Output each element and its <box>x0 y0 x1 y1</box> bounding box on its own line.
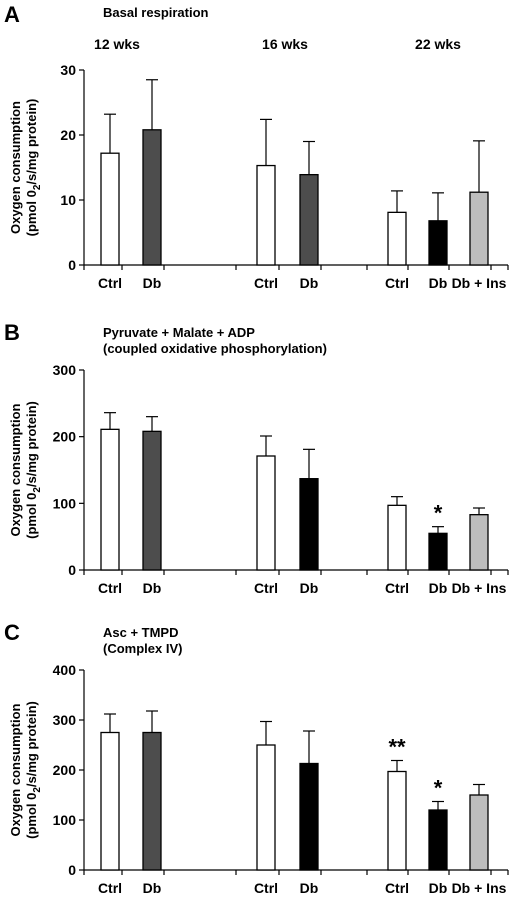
y-tick-label: 200 <box>53 429 77 445</box>
x-category-label: Db <box>429 880 448 896</box>
y-axis-label-line2: (pmol 0 <box>24 190 39 236</box>
y-tick-label: 300 <box>53 362 77 378</box>
x-category-label: Ctrl <box>385 275 409 291</box>
bar <box>100 428 120 571</box>
y-tick-label: 30 <box>60 62 76 78</box>
panel-a: A Basal respiration 12 wks 16 wks 22 wks Oxyg… <box>4 2 509 291</box>
panel-title: Basal respiration <box>103 5 209 20</box>
y-axis-label-line2-end: /s/mg protein) <box>24 401 39 487</box>
y-axis-label-line2-end: /s/mg protein) <box>24 99 39 185</box>
y-axis-label: Oxygen consumption(pmol 02/s/mg protein) <box>8 701 43 839</box>
group-label: 16 wks <box>262 36 308 52</box>
x-category-label: Ctrl <box>254 880 278 896</box>
bar <box>142 129 162 266</box>
bar <box>469 514 489 571</box>
bar <box>299 173 319 266</box>
y-tick-label: 200 <box>53 762 77 778</box>
panel-c: C Asc + TMPD(Complex IV) Oxygen consumptio… <box>4 620 509 896</box>
bar <box>256 164 276 266</box>
x-category-label: Ctrl <box>98 880 122 896</box>
y-tick-label: 10 <box>60 192 76 208</box>
bar <box>469 191 489 266</box>
panel-title: Asc + TMPD <box>103 625 179 640</box>
x-category-label: Db <box>300 880 319 896</box>
bar <box>100 731 120 871</box>
panel-subtitle: (Complex IV) <box>103 641 182 656</box>
y-axis-label-line2: (pmol 0 <box>24 793 39 839</box>
panel-letter: C <box>4 620 20 645</box>
panel-letter: B <box>4 320 20 345</box>
bar <box>100 152 120 266</box>
y-axis-label-subscript: 2 <box>32 184 43 190</box>
y-tick-label: 100 <box>53 495 77 511</box>
y-tick-label: 100 <box>53 812 77 828</box>
significance-marker: ** <box>388 735 406 760</box>
x-category-label: Db + Ins <box>452 275 507 291</box>
x-category-label: Db <box>143 275 162 291</box>
x-category-label: Ctrl <box>254 580 278 596</box>
bar <box>299 762 319 871</box>
x-category-label: Db <box>300 580 319 596</box>
x-category-label: Ctrl <box>254 275 278 291</box>
y-axis-label-line1: Oxygen consumption <box>8 703 23 836</box>
x-category-label: Ctrl <box>98 275 122 291</box>
y-axis-label-line2-end: /s/mg protein) <box>24 701 39 787</box>
y-tick-label: 300 <box>53 712 77 728</box>
significance-marker: * <box>434 501 443 526</box>
y-tick-label: 20 <box>60 127 76 143</box>
x-category-label: Db <box>143 880 162 896</box>
y-tick-label: 0 <box>68 562 76 578</box>
bar <box>469 794 489 871</box>
x-category-label: Db <box>143 580 162 596</box>
y-axis-label-subscript: 2 <box>32 787 43 793</box>
group-label: 22 wks <box>415 36 461 52</box>
x-category-label: Db <box>429 580 448 596</box>
y-axis-label-line2: (pmol 0 <box>24 493 39 539</box>
bar <box>299 478 319 571</box>
y-axis-label: Oxygen consumption(pmol 02/s/mg protein) <box>8 99 43 237</box>
x-category-label: Db + Ins <box>452 880 507 896</box>
panel-letter: A <box>4 2 20 27</box>
bar <box>387 504 407 571</box>
bar <box>428 809 448 871</box>
panel-b: B Pyruvate + Malate + ADP(coupled oxidati… <box>4 320 509 596</box>
bar <box>428 220 448 266</box>
bar <box>387 211 407 266</box>
y-tick-label: 400 <box>53 662 77 678</box>
significance-marker: * <box>434 776 443 801</box>
x-category-label: Db + Ins <box>452 580 507 596</box>
x-category-label: Ctrl <box>98 580 122 596</box>
bar <box>256 455 276 571</box>
x-category-label: Db <box>429 275 448 291</box>
bar <box>142 430 162 571</box>
y-tick-label: 0 <box>68 257 76 273</box>
y-axis-label: Oxygen consumption(pmol 02/s/mg protein) <box>8 401 43 539</box>
x-category-label: Db <box>300 275 319 291</box>
bar <box>256 744 276 871</box>
y-tick-label: 0 <box>68 862 76 878</box>
x-category-label: Ctrl <box>385 880 409 896</box>
group-label: 12 wks <box>94 36 140 52</box>
panel-subtitle: (coupled oxidative phosphorylation) <box>103 341 327 356</box>
y-axis-label-subscript: 2 <box>32 487 43 493</box>
y-axis-label-line1: Oxygen consumption <box>8 403 23 536</box>
y-axis-label-line1: Oxygen consumption <box>8 101 23 234</box>
bar <box>428 532 448 571</box>
x-category-label: Ctrl <box>385 580 409 596</box>
bar <box>142 731 162 871</box>
panel-title: Pyruvate + Malate + ADP <box>103 325 255 340</box>
bar <box>387 770 407 871</box>
